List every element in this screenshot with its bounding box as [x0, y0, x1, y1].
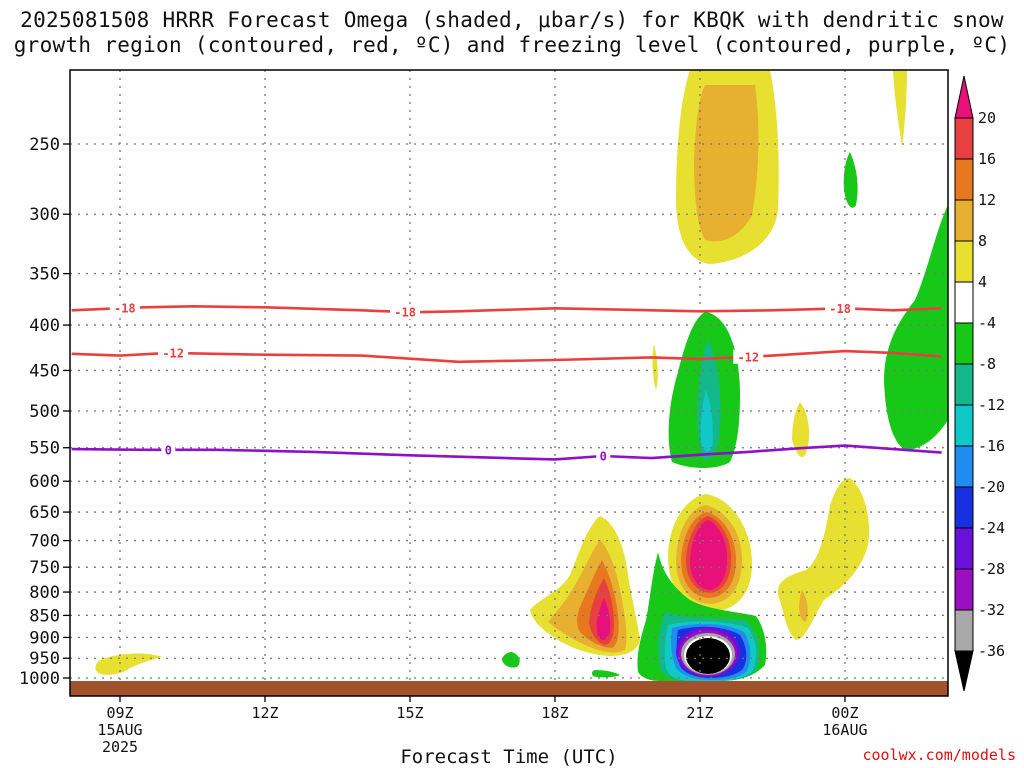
credit-text: coolwx.com/models [862, 746, 1016, 764]
contour-label-1-1: -12 [737, 350, 759, 364]
x-tick-sub1-09Z: 15AUG [97, 721, 142, 739]
colorbar-label-0: -36 [978, 642, 1005, 660]
colorbar-label-10: 8 [978, 232, 987, 250]
x-tick-label-09Z: 09Z [106, 704, 133, 722]
contour-line-0 [71, 305, 942, 314]
omega-region-9 [700, 390, 713, 452]
contour-label-bg-1-0 [158, 345, 189, 360]
colorbar-label-2: -28 [978, 560, 1005, 578]
plot-grid [70, 70, 948, 681]
colorbar-box-13 [954, 117, 974, 160]
colorbar-label-9: 4 [978, 273, 987, 291]
temperature-contours: -18 -18 -18 -12 -12 0 0 [71, 301, 942, 464]
y-tick-label-600: 600 [29, 472, 60, 492]
y-tick-label-950: 950 [29, 649, 60, 669]
contour-label-1-0: -12 [162, 346, 184, 360]
contour-label-bg-2-1 [596, 449, 611, 464]
colorbar-box-7 [954, 363, 974, 406]
y-axis: 2503003504004505005506006507007508008509… [19, 135, 70, 689]
colorbar-label-3: -24 [978, 519, 1005, 537]
x-tick-label-15Z: 15Z [396, 704, 423, 722]
y-tick-label-300: 300 [29, 205, 60, 225]
colorbar-label-5: -16 [978, 437, 1005, 455]
y-tick-label-1000: 1000 [19, 669, 60, 689]
omega-region-35 [95, 653, 162, 675]
contour-label-2-0: 0 [165, 443, 172, 457]
colorbar-box-9 [954, 281, 974, 324]
contour-label-bg-0-1 [390, 305, 421, 320]
y-tick-label-700: 700 [29, 532, 60, 552]
y-tick-label-900: 900 [29, 628, 60, 648]
colorbar-label-8: -4 [978, 314, 996, 332]
contour-label-bg-2-0 [161, 442, 176, 457]
y-tick-label-350: 350 [29, 265, 60, 285]
colorbar-box-8 [954, 322, 974, 365]
plot-frame [69, 69, 949, 697]
omega-region-10 [792, 402, 810, 458]
colorbar: -36 -32 -28 -24 -20 -16 -12 -8 -4 4 8 12 16 20 [954, 75, 1005, 692]
colorbar-bottom-arrow [954, 650, 974, 692]
omega-region-34 [591, 670, 620, 678]
colorbar-label-12: 16 [978, 150, 996, 168]
omega-region-3 [893, 70, 907, 147]
colorbar-label-7: -8 [978, 355, 996, 373]
contour-label-bg-0-2 [825, 301, 856, 316]
colorbar-box-12 [954, 158, 974, 201]
omega-region-5 [884, 205, 948, 450]
x-tick-sub2-09Z: 2025 [102, 738, 138, 756]
x-axis-title: Forecast Time (UTC) [400, 746, 617, 768]
y-tick-label-750: 750 [29, 558, 60, 578]
colorbar-label-13: 20 [978, 109, 996, 127]
y-tick-label-550: 550 [29, 439, 60, 459]
x-tick-label-00Z: 00Z [831, 704, 858, 722]
chart-title-line2: growth region (contoured, red, ºC) and f… [13, 33, 1011, 57]
omega-region-17 [690, 520, 728, 590]
x-tick-label-21Z: 21Z [686, 704, 713, 722]
y-tick-label-450: 450 [29, 361, 60, 381]
colorbar-box-2 [954, 568, 974, 611]
colorbar-box-11 [954, 199, 974, 242]
colorbar-box-4 [954, 486, 974, 529]
omega-region-27 [686, 638, 730, 674]
colorbar-box-6 [954, 404, 974, 447]
colorbar-label-6: -12 [978, 396, 1005, 414]
x-tick-label-12Z: 12Z [251, 704, 278, 722]
y-tick-label-850: 850 [29, 606, 60, 626]
chart-title-line1: 2025081508 HRRR Forecast Omega (shaded, … [20, 8, 1004, 32]
y-tick-label-250: 250 [29, 135, 60, 155]
omega-shading [95, 70, 948, 681]
colorbar-label-4: -20 [978, 478, 1005, 496]
colorbar-label-1: -32 [978, 601, 1005, 619]
y-tick-label-400: 400 [29, 316, 60, 336]
omega-region-33 [502, 652, 520, 668]
colorbar-box-3 [954, 527, 974, 570]
y-tick-label-800: 800 [29, 583, 60, 603]
x-tick-label-18Z: 18Z [541, 704, 568, 722]
colorbar-box-1 [954, 609, 974, 652]
contour-label-0-1: -18 [394, 306, 416, 320]
ground-surface [70, 681, 948, 696]
omega-region-2 [694, 85, 759, 242]
omega-region-32 [596, 598, 611, 640]
colorbar-box-10 [954, 240, 974, 283]
contour-line-2 [71, 444, 942, 461]
y-tick-label-500: 500 [29, 402, 60, 422]
colorbar-top-arrow [954, 75, 974, 119]
x-tick-sub1-00Z: 16AUG [822, 721, 867, 739]
omega-region-6 [652, 344, 658, 390]
contour-label-0-0: -18 [114, 302, 136, 316]
contour-label-bg-0-0 [109, 301, 140, 316]
contour-label-bg-1-1 [733, 349, 764, 364]
colorbar-box-5 [954, 445, 974, 488]
y-tick-label-650: 650 [29, 503, 60, 523]
contour-line-1 [71, 349, 942, 364]
contour-label-2-1: 0 [600, 450, 607, 464]
colorbar-label-11: 12 [978, 191, 996, 209]
contour-label-0-2: -18 [829, 302, 851, 316]
omega-region-12 [799, 590, 808, 622]
omega-region-4 [843, 152, 858, 208]
